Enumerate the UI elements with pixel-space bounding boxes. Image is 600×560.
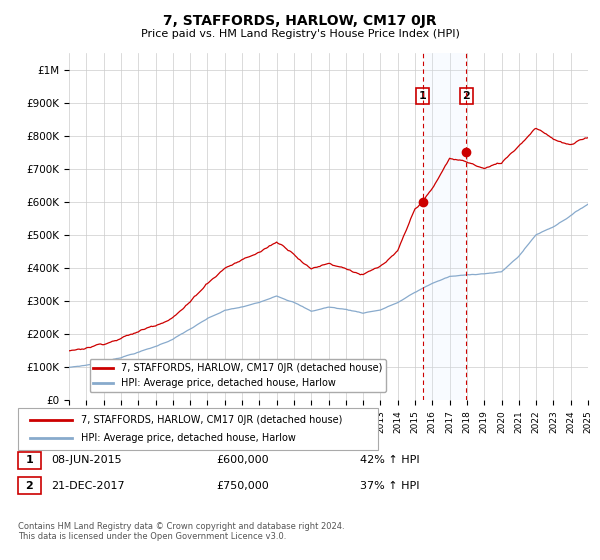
Text: 2: 2 (26, 480, 33, 491)
Text: 08-JUN-2015: 08-JUN-2015 (51, 455, 122, 465)
Text: 1: 1 (26, 455, 33, 465)
Text: 7, STAFFORDS, HARLOW, CM17 0JR (detached house): 7, STAFFORDS, HARLOW, CM17 0JR (detached… (81, 415, 343, 425)
Text: 21-DEC-2017: 21-DEC-2017 (51, 480, 125, 491)
Text: Contains HM Land Registry data © Crown copyright and database right 2024.
This d: Contains HM Land Registry data © Crown c… (18, 522, 344, 542)
Text: HPI: Average price, detached house, Harlow: HPI: Average price, detached house, Harl… (81, 433, 296, 444)
Text: 1: 1 (419, 91, 427, 101)
Text: 2: 2 (463, 91, 470, 101)
Text: 42% ↑ HPI: 42% ↑ HPI (360, 455, 419, 465)
Text: 37% ↑ HPI: 37% ↑ HPI (360, 480, 419, 491)
Text: 7, STAFFORDS, HARLOW, CM17 0JR: 7, STAFFORDS, HARLOW, CM17 0JR (163, 14, 437, 28)
Text: £750,000: £750,000 (216, 480, 269, 491)
Text: Price paid vs. HM Land Registry's House Price Index (HPI): Price paid vs. HM Land Registry's House … (140, 29, 460, 39)
Legend: 7, STAFFORDS, HARLOW, CM17 0JR (detached house), HPI: Average price, detached ho: 7, STAFFORDS, HARLOW, CM17 0JR (detached… (89, 360, 386, 392)
Text: £600,000: £600,000 (216, 455, 269, 465)
